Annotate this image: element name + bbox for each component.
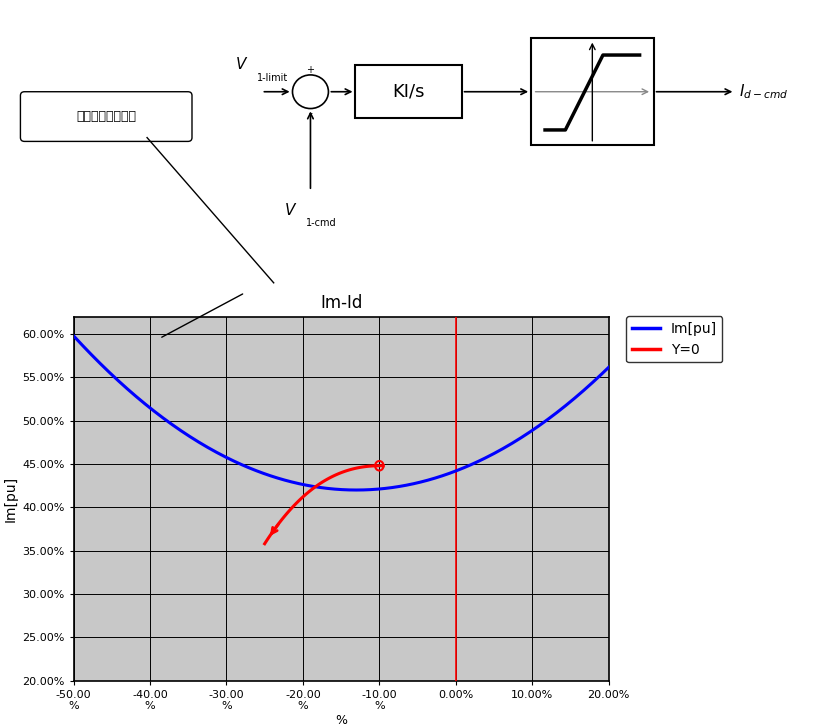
Im[pu] bbox=[70, 333, 80, 342]
Im[pu] bbox=[69, 331, 78, 340]
Line: Im[pu]: Im[pu] bbox=[74, 336, 609, 490]
Title: Im-Id: Im-Id bbox=[320, 294, 362, 312]
Im[pu] bbox=[398, 481, 408, 490]
FancyBboxPatch shape bbox=[355, 65, 462, 119]
Im[pu] bbox=[389, 483, 399, 491]
Y=0 bbox=[283, 509, 292, 518]
Y=0 bbox=[378, 462, 388, 470]
Y-axis label: Im[pu]: Im[pu] bbox=[4, 475, 18, 522]
Y=0 bbox=[368, 462, 378, 470]
Legend: Im[pu], Y=0: Im[pu], Y=0 bbox=[627, 317, 722, 363]
Text: 弱磁控制动作方向: 弱磁控制动作方向 bbox=[76, 110, 136, 123]
Text: 1-cmd: 1-cmd bbox=[306, 218, 337, 228]
Text: 1-limit: 1-limit bbox=[257, 73, 288, 83]
Y=0 bbox=[321, 475, 331, 484]
X-axis label: %
%Id[pu]%: % %Id[pu]% bbox=[310, 714, 372, 728]
Im[pu] bbox=[387, 483, 397, 492]
Y=0 bbox=[288, 503, 297, 512]
Y=0 bbox=[330, 471, 340, 480]
Text: KI/s: KI/s bbox=[392, 83, 425, 100]
Y=0 bbox=[375, 462, 385, 470]
Im[pu] bbox=[351, 486, 361, 494]
Im[pu] bbox=[521, 430, 531, 439]
FancyBboxPatch shape bbox=[20, 92, 192, 141]
Text: $I_{d-cmd}$: $I_{d-cmd}$ bbox=[739, 82, 789, 101]
Line: Y=0: Y=0 bbox=[265, 466, 383, 544]
Text: V: V bbox=[236, 58, 246, 73]
Im[pu] bbox=[604, 363, 614, 372]
Y=0 bbox=[260, 539, 270, 548]
Y=0 bbox=[373, 462, 382, 470]
Im[pu] bbox=[556, 405, 565, 414]
Text: +: + bbox=[306, 66, 314, 75]
Text: V: V bbox=[285, 202, 295, 218]
Text: -: - bbox=[309, 108, 312, 118]
FancyBboxPatch shape bbox=[531, 38, 654, 145]
